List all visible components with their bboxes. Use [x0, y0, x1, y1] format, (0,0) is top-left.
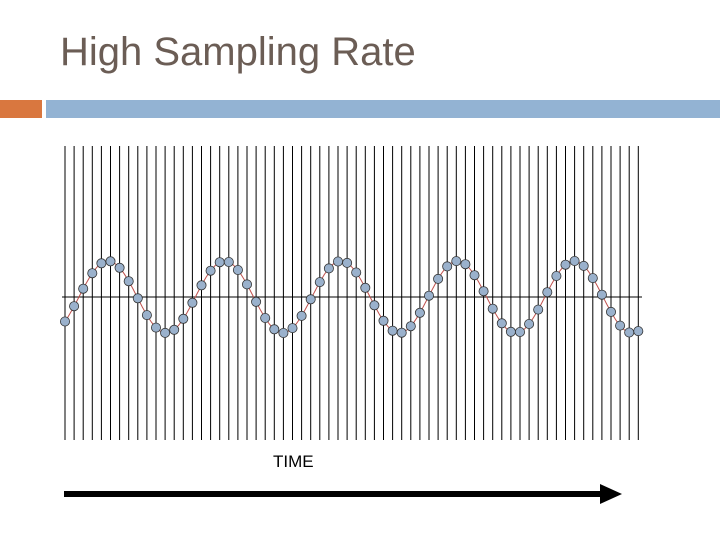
sample-point — [278, 327, 289, 338]
sample-points — [60, 255, 644, 338]
sample-point — [515, 326, 526, 337]
sample-point — [360, 282, 371, 293]
sample-point — [314, 277, 325, 288]
sample-point — [487, 303, 498, 314]
sample-point — [296, 310, 307, 321]
sample-point — [160, 327, 171, 338]
time-arrow-head — [600, 484, 622, 504]
sample-point — [323, 263, 334, 274]
accent-bar-orange — [0, 100, 42, 118]
sample-point — [533, 304, 544, 315]
sample-point — [351, 267, 362, 278]
sample-point — [141, 310, 152, 321]
sample-point — [305, 294, 316, 305]
sample-point — [496, 318, 507, 329]
sample-point — [332, 256, 343, 267]
sample-point — [260, 312, 271, 323]
sample-point — [551, 270, 562, 281]
sample-point — [469, 270, 480, 281]
sample-point — [196, 280, 207, 291]
sample-point — [606, 306, 617, 317]
sample-point — [451, 256, 462, 267]
sample-point — [433, 273, 444, 284]
sample-point — [287, 323, 298, 334]
accent-bar-blue — [46, 100, 720, 118]
sample-point — [369, 300, 380, 311]
sample-point — [232, 264, 243, 275]
sample-lines — [64, 146, 639, 440]
sample-point — [478, 286, 489, 297]
sample-point — [251, 296, 262, 307]
sample-point — [96, 258, 107, 269]
sample-point — [178, 313, 189, 324]
sample-point — [78, 283, 89, 294]
sample-point — [132, 293, 143, 304]
sample-point — [587, 273, 598, 284]
sample-point — [87, 268, 98, 279]
sample-point — [578, 260, 589, 271]
sample-point — [596, 289, 607, 300]
sample-point — [342, 257, 353, 268]
sample-point — [60, 316, 71, 327]
sample-point — [387, 325, 398, 336]
sample-point — [123, 276, 134, 287]
sample-point — [405, 321, 416, 332]
sample-point — [423, 290, 434, 301]
sample-point — [524, 318, 535, 329]
slide-title: High Sampling Rate — [60, 30, 416, 74]
sample-point — [205, 265, 216, 276]
sample-point — [187, 297, 198, 308]
sample-point — [241, 279, 252, 290]
sample-point — [269, 324, 280, 335]
sample-point — [569, 255, 580, 266]
sample-point — [615, 320, 626, 331]
time-label: TIME — [273, 452, 314, 471]
sample-point — [105, 256, 116, 267]
sample-point — [633, 326, 644, 337]
sample-point — [114, 262, 125, 273]
sample-point — [542, 287, 553, 298]
sample-point — [414, 307, 425, 318]
sample-point — [214, 257, 225, 268]
sample-point — [69, 301, 80, 312]
sample-point — [169, 324, 180, 335]
time-arrow — [64, 484, 622, 504]
sample-point — [505, 326, 516, 337]
sample-point — [560, 259, 571, 270]
sample-point — [378, 315, 389, 326]
sample-point — [223, 256, 234, 267]
sample-point — [442, 261, 453, 272]
sample-point — [460, 259, 471, 270]
sample-point — [624, 327, 635, 338]
sample-point — [396, 327, 407, 338]
sample-point — [150, 322, 161, 333]
